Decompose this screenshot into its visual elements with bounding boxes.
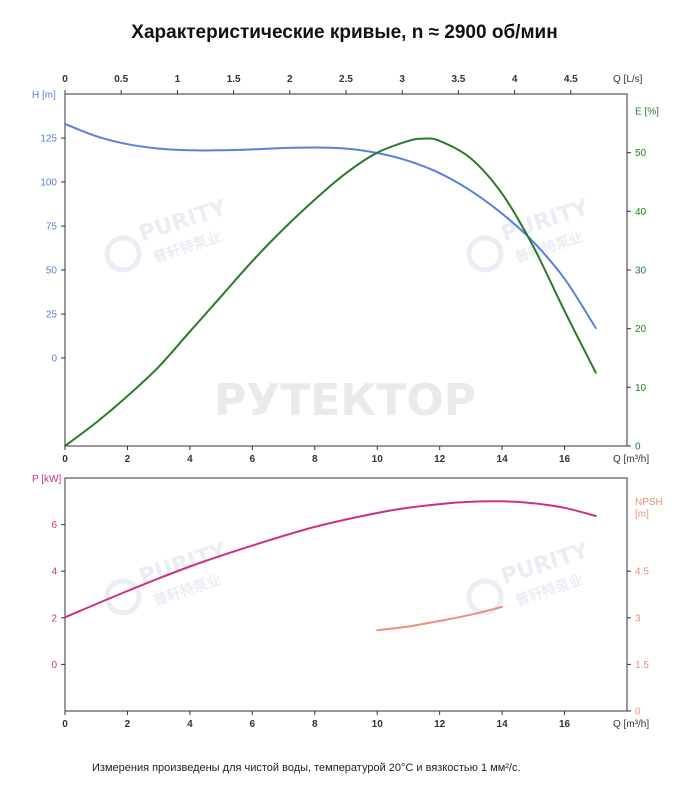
x-tick-label: 0 — [62, 719, 68, 730]
x-axis-label: Q [m³/h] — [613, 719, 649, 730]
x-tick-label: 14 — [497, 719, 509, 730]
y-tick-label: 125 — [40, 134, 57, 145]
x2-tick-label: 3 — [399, 74, 405, 85]
y-tick-label: 25 — [46, 310, 58, 321]
x2-tick-label: 1.5 — [227, 74, 241, 85]
x-tick-label: 4 — [187, 454, 193, 465]
npsh-curve — [376, 605, 504, 632]
y2-tick-label: 0 — [635, 442, 641, 453]
x2-tick-label: 2.5 — [339, 74, 353, 85]
x2-axis-label: Q [L/s] — [613, 74, 643, 85]
y2-tick-label: 1.5 — [635, 660, 649, 671]
y-axis-label: H [m] — [32, 90, 56, 101]
x2-tick-label: 0 — [62, 74, 68, 85]
x-tick-label: 4 — [187, 719, 193, 730]
y2-axis-label-unit: [m] — [635, 509, 649, 520]
y2-tick-label: 50 — [635, 148, 647, 159]
x-tick-label: 14 — [497, 454, 509, 465]
efficiency-curve — [64, 137, 597, 447]
x2-tick-label: 2 — [287, 74, 293, 85]
x-tick-label: 2 — [125, 719, 131, 730]
chart-panel-1: 0 2 4 6 8 10 12 14 16 Q [m³/h]0 0.5 1 1.5 2 2.5 3 3.5 4 4.… — [32, 74, 659, 465]
chart-layer: 0 2 4 6 8 10 12 14 16 Q [m³/h]0 0.5 1 1.5 2 2.5 3 3.5 4 4.… — [32, 74, 663, 730]
x-tick-label: 6 — [250, 719, 256, 730]
x2-tick-label: 4 — [512, 74, 518, 85]
watermark-logo-2: PURITY 普轩特泵业 — [466, 195, 593, 273]
x-tick-label: 2 — [125, 454, 131, 465]
x-tick-label: 0 — [62, 454, 68, 465]
y-tick-label: 6 — [51, 520, 57, 531]
plot-frame — [64, 477, 628, 712]
x-tick-label: 10 — [372, 719, 384, 730]
y-tick-label: 0 — [51, 660, 57, 671]
x-tick-label: 8 — [312, 719, 318, 730]
y2-tick-label: 4.5 — [635, 567, 649, 578]
x-tick-label: 8 — [312, 454, 318, 465]
x-tick-label: 16 — [559, 454, 571, 465]
x-tick-label: 6 — [250, 454, 256, 465]
y2-tick-label: 20 — [635, 324, 647, 335]
chart-title: Характеристические кривые, n ≈ 2900 об/м… — [131, 22, 558, 43]
y-tick-label: 2 — [51, 613, 57, 624]
y2-tick-label: 10 — [635, 383, 647, 394]
y-axis-label: P [kW] — [32, 474, 61, 485]
x-tick-label: 16 — [559, 719, 571, 730]
y-tick-label: 50 — [46, 266, 58, 277]
power-curve — [64, 500, 597, 619]
y-tick-label: 0 — [51, 354, 57, 365]
y2-axis-label: E [%] — [635, 107, 659, 118]
x-axis-label: Q [m³/h] — [613, 454, 649, 465]
y-tick-label: 75 — [46, 222, 58, 233]
y2-tick-label: 3 — [635, 613, 641, 624]
y-tick-label: 100 — [40, 178, 57, 189]
x2-tick-label: 1 — [175, 74, 181, 85]
y2-tick-label: 40 — [635, 207, 647, 218]
x2-tick-label: 0.5 — [114, 74, 128, 85]
watermark-logo-1: PURITY 普轩特泵业 — [104, 195, 231, 273]
watermark-logo-3: PURITY 普轩特泵业 — [104, 538, 231, 616]
y2-tick-label: 30 — [635, 266, 647, 277]
watermark-rutektor: РУТЕКТОР — [214, 375, 476, 426]
watermark-logo-4: PURITY 普轩特泵业 — [466, 538, 593, 616]
watermark-layer: РУТЕКТОР PURITY 普轩特泵业 PURITY 普轩特泵业 PURIT… — [104, 195, 593, 616]
y2-axis-label: NPSH — [635, 497, 663, 508]
x-tick-label: 10 — [372, 454, 384, 465]
y2-tick-label: 0 — [635, 707, 641, 718]
x-tick-label: 12 — [434, 719, 446, 730]
footnote: Измерения произведены для чистой воды, т… — [92, 762, 521, 774]
x-tick-label: 12 — [434, 454, 446, 465]
y-tick-label: 4 — [51, 567, 57, 578]
x2-tick-label: 4.5 — [564, 74, 578, 85]
head-curve — [64, 122, 597, 330]
x2-tick-label: 3.5 — [451, 74, 465, 85]
